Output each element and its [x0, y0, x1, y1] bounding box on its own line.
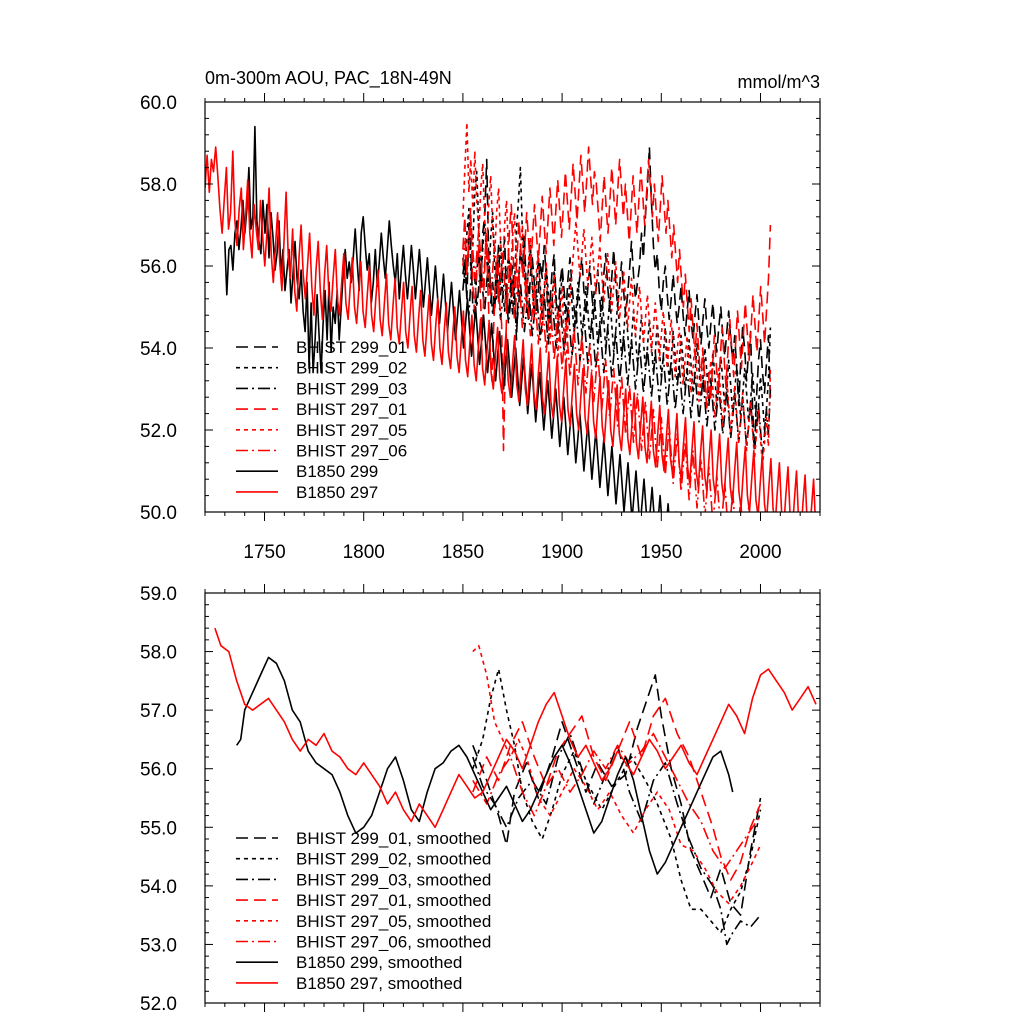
- series-group: [205, 121, 820, 512]
- y-tick-label: 52.0: [140, 421, 177, 442]
- series-line-bhist-297-06: [462, 220, 750, 512]
- plot-frame: [204, 592, 821, 1004]
- legend-label: B1850 299: [296, 462, 378, 481]
- y-tick-label: 57.0: [140, 701, 177, 722]
- y-tick-label: 58.0: [140, 643, 177, 664]
- x-tick-label: 1850: [442, 542, 484, 563]
- legend-label: BHIST 299_01: [296, 338, 407, 357]
- units-label: mmol/m^3: [738, 72, 820, 92]
- legend: BHIST 299_01, smoothed BHIST 299_02, smoo…: [236, 829, 491, 993]
- series-line-bhist-297-01-smoothed: [472, 697, 762, 881]
- series-line-b1850-297-smoothed: [214, 627, 817, 829]
- y-tick-label: 56.0: [140, 257, 177, 278]
- x-tick-label: 1900: [541, 542, 583, 563]
- legend-label: B1850 297: [296, 483, 378, 502]
- x-tick-label: 2000: [739, 542, 781, 563]
- plot-frame: [204, 101, 821, 513]
- legend-label: BHIST 299_02: [296, 359, 407, 378]
- y-tick-label: 54.0: [140, 877, 177, 898]
- legend-label: BHIST 299_03, smoothed: [296, 870, 491, 889]
- y-tick-label: 56.0: [140, 760, 177, 781]
- series-line-bhist-299-03: [462, 252, 772, 456]
- legend-label: BHIST 297_01: [296, 400, 407, 419]
- y-tick-label: 50.0: [140, 503, 177, 524]
- series-group: [214, 627, 817, 946]
- series-line-bhist-297-06-smoothed: [472, 732, 762, 870]
- y-tick-label: 55.0: [140, 818, 177, 839]
- series-line-bhist-297-05: [462, 121, 772, 468]
- legend-label: B1850 297, smoothed: [296, 974, 462, 993]
- legend-label: BHIST 297_06, smoothed: [296, 933, 491, 952]
- y-tick-label: 54.0: [140, 339, 177, 360]
- figure-title: 0m-300m AOU, PAC_18N-49N: [205, 68, 452, 89]
- annual-chart-panel: 50.0 52.0 54.0 56.0 58.0 60.0 1750 1800 1850 1900…: [140, 93, 821, 563]
- legend-label: BHIST 299_02, smoothed: [296, 850, 491, 869]
- y-tick-label: 53.0: [140, 935, 177, 956]
- x-tick-label: 1750: [243, 542, 285, 563]
- y-tick-label: 59.0: [140, 584, 177, 605]
- legend-label: BHIST 297_01, smoothed: [296, 891, 491, 910]
- series-line-b1850-299: [224, 125, 677, 512]
- legend-label: BHIST 299_03: [296, 379, 407, 398]
- legend-label: BHIST 297_05, smoothed: [296, 912, 491, 931]
- y-tick-label: 60.0: [140, 93, 177, 114]
- legend-label: BHIST 297_06: [296, 442, 407, 461]
- legend-label: B1850 299, smoothed: [296, 953, 462, 972]
- legend-label: BHIST 297_05: [296, 421, 407, 440]
- smoothed-chart-panel: 52.0 53.0 54.0 55.0 56.0 57.0 58.0 59.0 BHIST 29…: [140, 584, 821, 1015]
- x-tick-label: 1950: [640, 542, 682, 563]
- series-line-bhist-297-05-smoothed: [472, 644, 762, 905]
- x-tick-label: 1800: [343, 542, 385, 563]
- legend-label: BHIST 299_01, smoothed: [296, 829, 491, 848]
- y-tick-label: 58.0: [140, 175, 177, 196]
- series-line-bhist-299-02-smoothed: [472, 668, 762, 934]
- series-line-b1850-297: [205, 146, 820, 512]
- y-tick-label: 52.0: [140, 994, 177, 1015]
